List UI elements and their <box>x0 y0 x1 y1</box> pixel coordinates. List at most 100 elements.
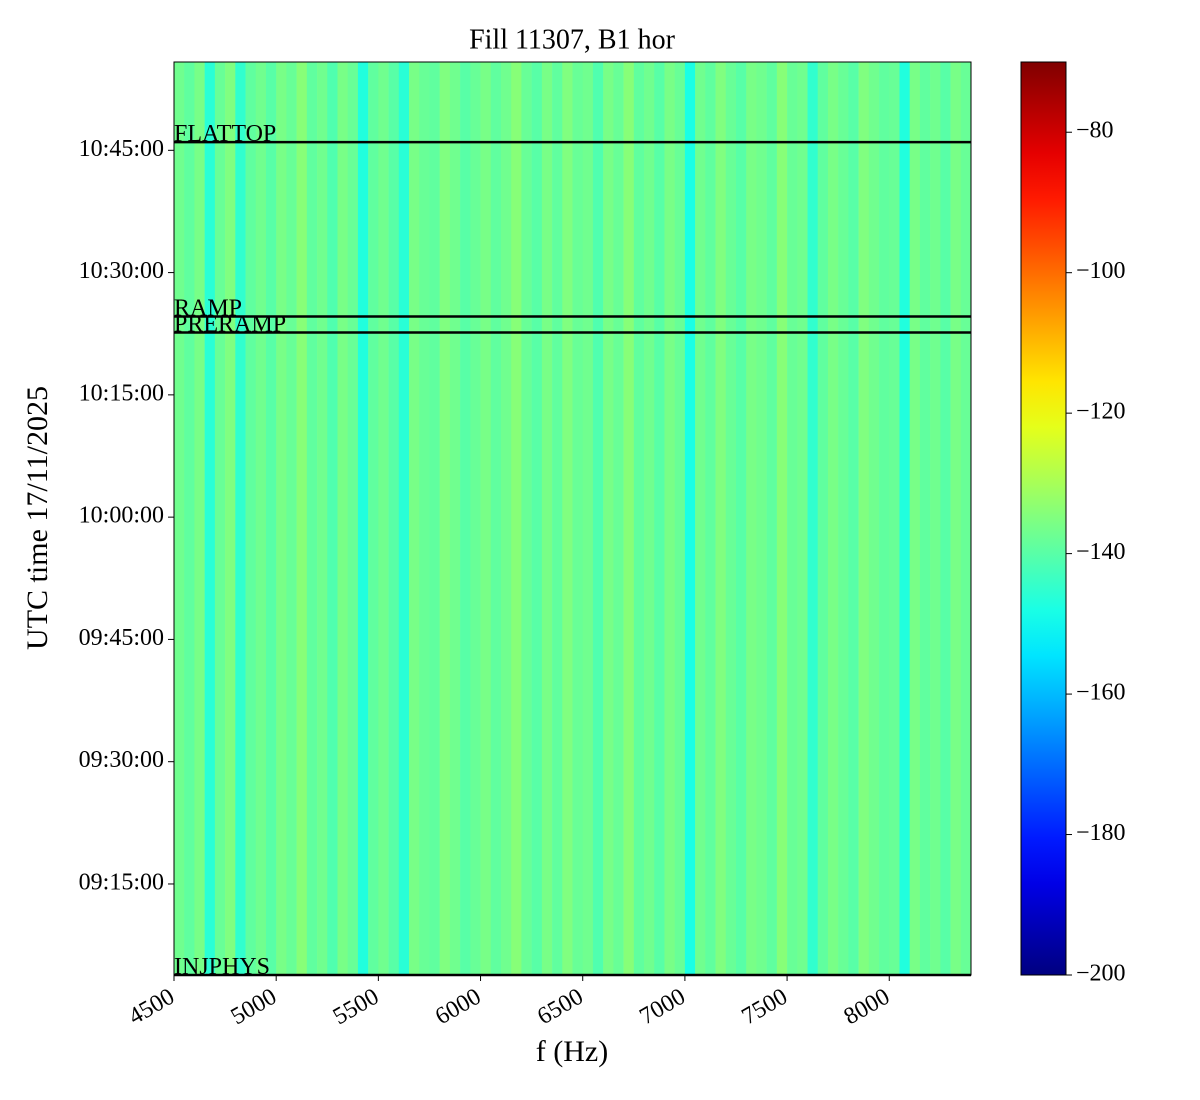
colorbar-tick-label: −80 <box>1076 118 1114 144</box>
colorbar-tick-label: −100 <box>1076 258 1126 284</box>
spectrum-column <box>930 62 941 975</box>
spectrum-column <box>684 62 696 975</box>
y-tick-label: 10:15:00 <box>79 380 164 406</box>
spectrum-column <box>327 62 338 975</box>
spectrum-column <box>429 62 440 975</box>
spectrum-column <box>521 62 532 975</box>
chart-title: Fill 11307, B1 hor <box>469 24 676 55</box>
spectrum-column <box>337 62 349 975</box>
spectrum-column <box>827 62 839 975</box>
colorbar <box>1020 61 1067 976</box>
spectrum-column <box>582 62 594 975</box>
event-label: PRERAMP <box>174 312 286 338</box>
spectrum-column <box>490 62 502 975</box>
event-label: FLATTOP <box>174 121 276 147</box>
spectrum-column <box>674 62 686 975</box>
x-tick-label: 4500 <box>124 984 179 1031</box>
spectrum-column <box>633 62 645 975</box>
spectrum-column <box>715 62 727 975</box>
x-tick-label: 7500 <box>738 984 793 1031</box>
y-tick-label: 09:15:00 <box>79 869 164 895</box>
spectrum-column <box>368 62 379 975</box>
spectrum-column <box>776 62 788 975</box>
colorbar-tick-label: −200 <box>1076 961 1126 987</box>
y-tick-label: 09:45:00 <box>79 625 164 651</box>
spectrum-column <box>296 62 308 975</box>
spectrum-column <box>889 62 900 975</box>
spectrum-column <box>868 62 880 975</box>
spectrum-column <box>531 62 543 975</box>
spectrum-column <box>909 62 921 975</box>
spectrum-column <box>613 62 624 975</box>
spectrum-column <box>419 62 430 975</box>
y-tick-label: 10:30:00 <box>79 258 164 284</box>
spectrum-column <box>940 62 951 975</box>
spectrum-column <box>204 62 216 975</box>
spectrum-column <box>255 62 267 975</box>
plot-frame <box>173 61 972 976</box>
spectrum-column <box>735 62 747 975</box>
event-label: INJPHYS <box>174 954 270 980</box>
spectrum-column <box>766 62 778 975</box>
spectrum-column <box>899 62 910 975</box>
spectrum-column <box>705 62 716 975</box>
spectrum-column <box>194 62 205 975</box>
spectrum-column <box>858 62 870 975</box>
spectrum-column <box>644 62 655 975</box>
x-tick-label: 6500 <box>533 984 588 1031</box>
spectrum-column <box>317 62 328 975</box>
spectrum-column <box>480 62 492 975</box>
spectrum-column <box>623 62 635 975</box>
spectrum-column <box>378 62 389 975</box>
spectrum-column <box>879 62 890 975</box>
spectrum-column <box>919 62 931 975</box>
colorbar-tick-label: −160 <box>1076 680 1126 706</box>
spectrum-column <box>552 62 563 975</box>
colorbar-tick-label: −180 <box>1076 820 1126 846</box>
spectrum-column <box>225 62 236 975</box>
spectrum-column <box>960 62 972 975</box>
x-tick-label: 5500 <box>329 984 384 1031</box>
spectrum-column <box>306 62 318 975</box>
y-tick-label: 09:30:00 <box>79 747 164 773</box>
spectrum-column <box>174 62 185 975</box>
spectrum-column <box>797 62 808 975</box>
spectrum-column <box>664 62 675 975</box>
x-tick-label: 8000 <box>840 984 895 1031</box>
spectrum-column <box>265 62 277 975</box>
spectrum-column <box>439 62 451 975</box>
spectrum-column <box>541 62 553 975</box>
spectrum-column <box>511 62 522 975</box>
spectrum-column <box>603 62 614 975</box>
spectrum-column <box>214 62 226 975</box>
x-tick-label: 5000 <box>227 984 282 1031</box>
spectrum-column <box>357 62 369 975</box>
spectrum-column <box>950 62 962 975</box>
x-axis-label: f (Hz) <box>536 1035 608 1068</box>
spectrum-column <box>848 62 859 975</box>
y-tick-label: 10:00:00 <box>79 503 164 529</box>
spectrum-column <box>725 62 737 975</box>
spectrum-column <box>409 62 420 975</box>
spectrum-column <box>817 62 829 975</box>
event-label: RAMP <box>174 295 242 321</box>
spectrum-column <box>654 62 665 975</box>
y-axis-label: UTC time 17/11/2025 <box>21 386 54 650</box>
spectrum-column <box>695 62 706 975</box>
x-tick-label: 6000 <box>431 984 486 1031</box>
spectrum-column <box>572 62 584 975</box>
spectrum-column <box>838 62 849 975</box>
y-tick-label: 10:45:00 <box>79 136 164 162</box>
spectrum-column <box>500 62 512 975</box>
spectrum-column <box>286 62 297 975</box>
spectrum-column <box>470 62 481 975</box>
spectrum-column <box>746 62 757 975</box>
spectrum-column <box>388 62 400 975</box>
spectrum-column <box>235 62 246 975</box>
colorbar-tick-label: −120 <box>1076 399 1126 425</box>
colorbar-tick-label: −140 <box>1076 539 1126 565</box>
x-tick-label: 7000 <box>635 984 690 1031</box>
spectrum-column <box>787 62 798 975</box>
spectrum-column <box>184 62 195 975</box>
spectrum-column <box>592 62 604 975</box>
